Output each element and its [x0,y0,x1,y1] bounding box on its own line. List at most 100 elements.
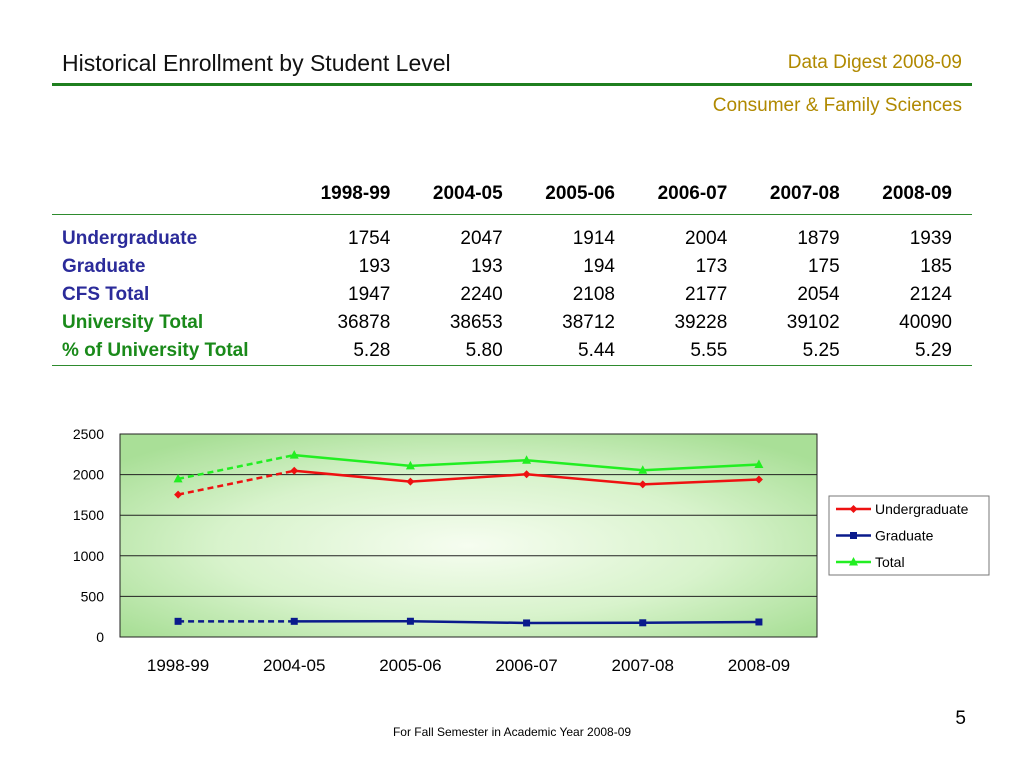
graduate-line-segment [642,620,759,625]
total-point [522,455,532,464]
y-tick-label: 1500 [73,507,104,523]
legend-label: Total [875,554,905,570]
undergraduate-line-segment [526,473,643,486]
table-cell: 2240 [460,284,503,305]
table-cell: 40090 [899,312,952,333]
table-cell: 173 [695,256,728,277]
row-label: Graduate [62,256,146,277]
row-label: Undergraduate [62,228,198,249]
table-cell: 38653 [449,312,503,333]
table-header-row: 1998-99 2004-05 2005-06 2006-07 2007-08 … [52,178,972,215]
column-header: 2004-05 [432,183,503,204]
total-point [173,473,183,483]
table-cell: 2004 [685,228,728,249]
row-label: % of University Total [52,337,298,366]
graduate-point [406,617,414,625]
x-tick-label: 2005-06 [379,656,441,675]
table-cell: 2047 [460,228,503,249]
graduate-point [523,619,531,627]
table-cell: 39102 [786,312,840,333]
total-line-segment [526,458,643,472]
table-cell: 39228 [674,312,728,333]
total-line-segment [642,463,759,472]
table-cell: 193 [470,256,503,277]
column-header: 2007-08 [769,183,840,204]
total-point [754,459,764,469]
x-tick-label: 2008-09 [728,656,790,675]
legend-marker-total [849,557,858,566]
undergraduate-point [406,477,415,486]
legend-label: Undergraduate [875,501,969,517]
table-cell: 2054 [797,284,840,305]
undergraduate-point [174,490,183,499]
table-cell: 5.25 [747,337,860,366]
total-point [405,460,415,470]
total-point [289,450,299,459]
table-row: % of University Total 5.28 5.80 5.44 5.5… [52,337,972,366]
graduate-point [290,617,298,625]
table-cell: 2108 [572,284,615,305]
y-tick-label: 2500 [73,426,104,442]
table-cell: 1947 [348,284,391,305]
table-cell: 36878 [337,312,391,333]
x-tick-label: 2007-08 [612,656,674,675]
legend-label: Graduate [875,528,934,544]
total-line-segment [410,458,527,468]
table-cell: 5.29 [859,337,972,366]
column-header: 2008-09 [882,183,952,204]
plot-area [119,433,818,638]
table-cell: 1939 [909,228,952,249]
table-row: Graduate 193 193 194 173 175 185 [52,253,972,281]
graduate-point [639,619,647,627]
table-cell: 5.55 [634,337,748,366]
page-number: 5 [955,708,966,729]
x-tick-label: 2004-05 [263,656,325,675]
chart-legend: Undergraduate Graduate Total [828,495,990,576]
x-tick-label: 1998-99 [147,656,209,675]
column-header: 1998-99 [320,183,391,204]
graduate-point [174,617,182,625]
table-cell: 38712 [562,312,615,333]
graduate-line-segment [410,619,527,625]
table-cell: 1879 [797,228,840,249]
enrollment-line-chart: 0 500 1000 1500 2000 2500 1998-99 2004-05 2005-… [73,426,990,675]
footer-note: For Fall Semester in Academic Year 2008-… [392,725,632,739]
legend-marker-undergraduate [849,505,858,513]
y-tick-label: 0 [96,629,104,645]
department-label: Consumer & Family Sciences [712,95,962,116]
row-label: CFS Total [62,284,150,305]
y-tick-label: 2000 [73,467,104,483]
table-cell: 2177 [685,284,728,305]
table-cell: 185 [920,256,952,277]
table-cell: 175 [807,256,840,277]
undergraduate-point [638,480,647,489]
undergraduate-line-segment [410,473,527,483]
table-cell: 194 [583,256,615,277]
column-header: 2006-07 [657,183,728,204]
column-header: 2005-06 [545,183,615,204]
y-tick-label: 500 [81,588,105,604]
x-tick-label: 2006-07 [495,656,557,675]
total-line-segment [294,453,411,468]
table-cell: 5.44 [522,337,635,366]
table-cell: 1754 [348,228,391,249]
y-tick-label: 1000 [73,548,104,564]
enrollment-table: 1998-99 2004-05 2005-06 2006-07 2007-08 … [52,178,972,366]
page-title: Historical Enrollment by Student Level [62,50,451,76]
undergraduate-point [290,466,299,475]
graduate-point [755,618,763,626]
table-cell: 5.28 [298,337,411,366]
digest-label: Data Digest 2008-09 [787,52,962,73]
undergraduate-point [522,470,531,479]
title-divider [52,83,972,86]
undergraduate-line-segment [294,469,411,483]
table-row: Undergraduate 1754 2047 1914 2004 1879 1… [52,225,972,253]
table-cell: 2124 [909,284,952,305]
total-point [638,465,648,474]
table-row: University Total 36878 38653 38712 39228… [52,309,972,337]
legend-marker-graduate [850,532,857,539]
table-cell: 1914 [572,228,615,249]
undergraduate-line-segment [642,478,759,486]
table-cell: 5.80 [410,337,523,366]
row-label: University Total [62,312,204,333]
